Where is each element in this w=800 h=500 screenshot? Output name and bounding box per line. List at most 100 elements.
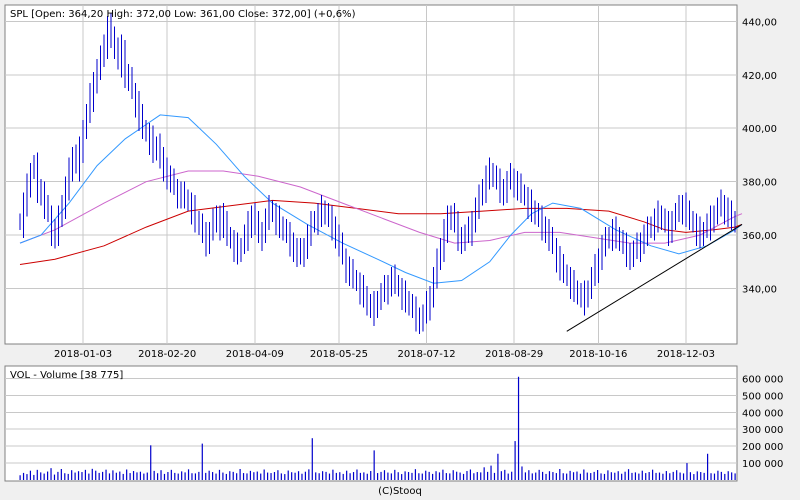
volume-bar bbox=[294, 472, 296, 480]
volume-bar bbox=[538, 469, 540, 480]
volume-bar bbox=[438, 472, 441, 480]
volume-bar bbox=[531, 473, 533, 480]
volume-bar bbox=[717, 470, 719, 480]
volume-bar bbox=[291, 472, 293, 480]
volume-bar bbox=[153, 470, 155, 480]
volume-bar bbox=[710, 473, 712, 480]
volume-bar bbox=[387, 472, 389, 480]
volume-bar bbox=[645, 473, 647, 480]
volume-bar bbox=[322, 471, 324, 480]
volume-bar bbox=[658, 472, 661, 480]
volume-bar bbox=[459, 472, 461, 480]
volume-bar bbox=[119, 471, 121, 480]
volume-bar bbox=[689, 472, 692, 480]
volume-bar bbox=[418, 473, 420, 480]
volume-bar bbox=[487, 471, 489, 480]
volume-bar bbox=[648, 472, 650, 480]
volume-bar bbox=[507, 473, 509, 480]
volume-bar bbox=[71, 470, 73, 480]
price-tick-label: 420,00 bbox=[742, 71, 777, 82]
volume-bar bbox=[229, 471, 231, 480]
volume-bar bbox=[421, 473, 423, 480]
volume-bar bbox=[586, 472, 588, 480]
volume-bar bbox=[579, 473, 582, 480]
volume-bar bbox=[569, 470, 571, 480]
volume-bar bbox=[397, 472, 399, 480]
volume-bar bbox=[600, 473, 602, 480]
volume-bar bbox=[542, 471, 544, 480]
trendline bbox=[566, 224, 743, 332]
volume-bar bbox=[511, 471, 513, 480]
volume-bar bbox=[597, 470, 599, 480]
price-axis: 340,00 360,00 380,00 400,00 420,00 440,00 bbox=[742, 17, 777, 295]
volume-bar bbox=[77, 471, 80, 480]
volume-bar bbox=[95, 470, 97, 480]
volume-bar bbox=[476, 472, 478, 480]
volume-bar bbox=[335, 472, 337, 480]
volume-bar bbox=[562, 473, 564, 480]
volume-bar bbox=[700, 472, 702, 480]
volume-bar bbox=[47, 471, 49, 480]
volume-bar bbox=[401, 474, 403, 480]
volume-bar bbox=[449, 473, 451, 480]
date-tick-label: 2018-07-12 bbox=[398, 349, 456, 360]
volume-bar bbox=[328, 473, 331, 480]
date-tick-label: 2018-12-03 bbox=[657, 349, 715, 360]
volume-bar bbox=[686, 463, 688, 480]
volume-bar bbox=[524, 472, 527, 480]
volume-bar bbox=[669, 473, 671, 480]
volume-bar bbox=[318, 473, 320, 480]
volume-tick-label: 600 000 bbox=[742, 374, 783, 385]
price-bars bbox=[19, 13, 736, 334]
volume-bar bbox=[731, 472, 733, 480]
volume-bar bbox=[297, 471, 300, 480]
volume-bar bbox=[263, 469, 265, 480]
volume-bar bbox=[143, 473, 145, 480]
volume-bar bbox=[98, 472, 100, 480]
volume-bar bbox=[466, 471, 468, 480]
volume-bar bbox=[483, 467, 485, 480]
volume-bar bbox=[26, 474, 28, 480]
volume-bar bbox=[411, 472, 413, 480]
volume-bar bbox=[500, 471, 502, 480]
volume-bar bbox=[170, 469, 172, 480]
volume-bar bbox=[60, 469, 62, 480]
volume-bar bbox=[720, 471, 722, 480]
volume-bar bbox=[91, 468, 93, 480]
price-tick-label: 340,00 bbox=[742, 285, 777, 296]
volume-bar bbox=[617, 471, 619, 480]
moving-averages bbox=[19, 114, 743, 284]
volume-bar bbox=[74, 472, 76, 480]
volume-bar bbox=[260, 473, 262, 480]
volume-bar bbox=[713, 473, 716, 480]
volume-bar bbox=[414, 469, 417, 480]
volume-bar bbox=[359, 472, 362, 480]
volume-bar bbox=[493, 472, 496, 480]
volume-bars bbox=[19, 376, 736, 480]
volume-grid bbox=[5, 377, 737, 464]
volume-tick-label: 100 000 bbox=[742, 459, 783, 470]
volume-bar bbox=[435, 471, 437, 480]
volume-bar bbox=[36, 469, 38, 480]
date-tick-label: 2018-04-09 bbox=[226, 349, 284, 360]
volume-bar bbox=[29, 470, 32, 480]
volume-bar bbox=[177, 473, 179, 480]
volume-tick-label: 500 000 bbox=[742, 391, 783, 402]
volume-bar bbox=[380, 471, 382, 480]
volume-bar bbox=[703, 472, 705, 480]
volume-bar bbox=[246, 473, 248, 480]
volume-bar bbox=[270, 473, 272, 480]
volume-bar bbox=[308, 469, 310, 480]
volume-bar bbox=[160, 470, 162, 480]
volume-bar bbox=[249, 470, 252, 480]
volume-bar bbox=[555, 473, 557, 480]
volume-bar bbox=[373, 450, 375, 480]
volume-bar bbox=[377, 473, 379, 480]
volume-bar bbox=[50, 468, 52, 480]
volume-bar bbox=[267, 472, 269, 480]
date-tick-label: 2018-08-29 bbox=[485, 349, 543, 360]
volume-bar bbox=[621, 473, 623, 480]
volume-bar bbox=[22, 472, 25, 480]
volume-bar bbox=[576, 471, 578, 480]
